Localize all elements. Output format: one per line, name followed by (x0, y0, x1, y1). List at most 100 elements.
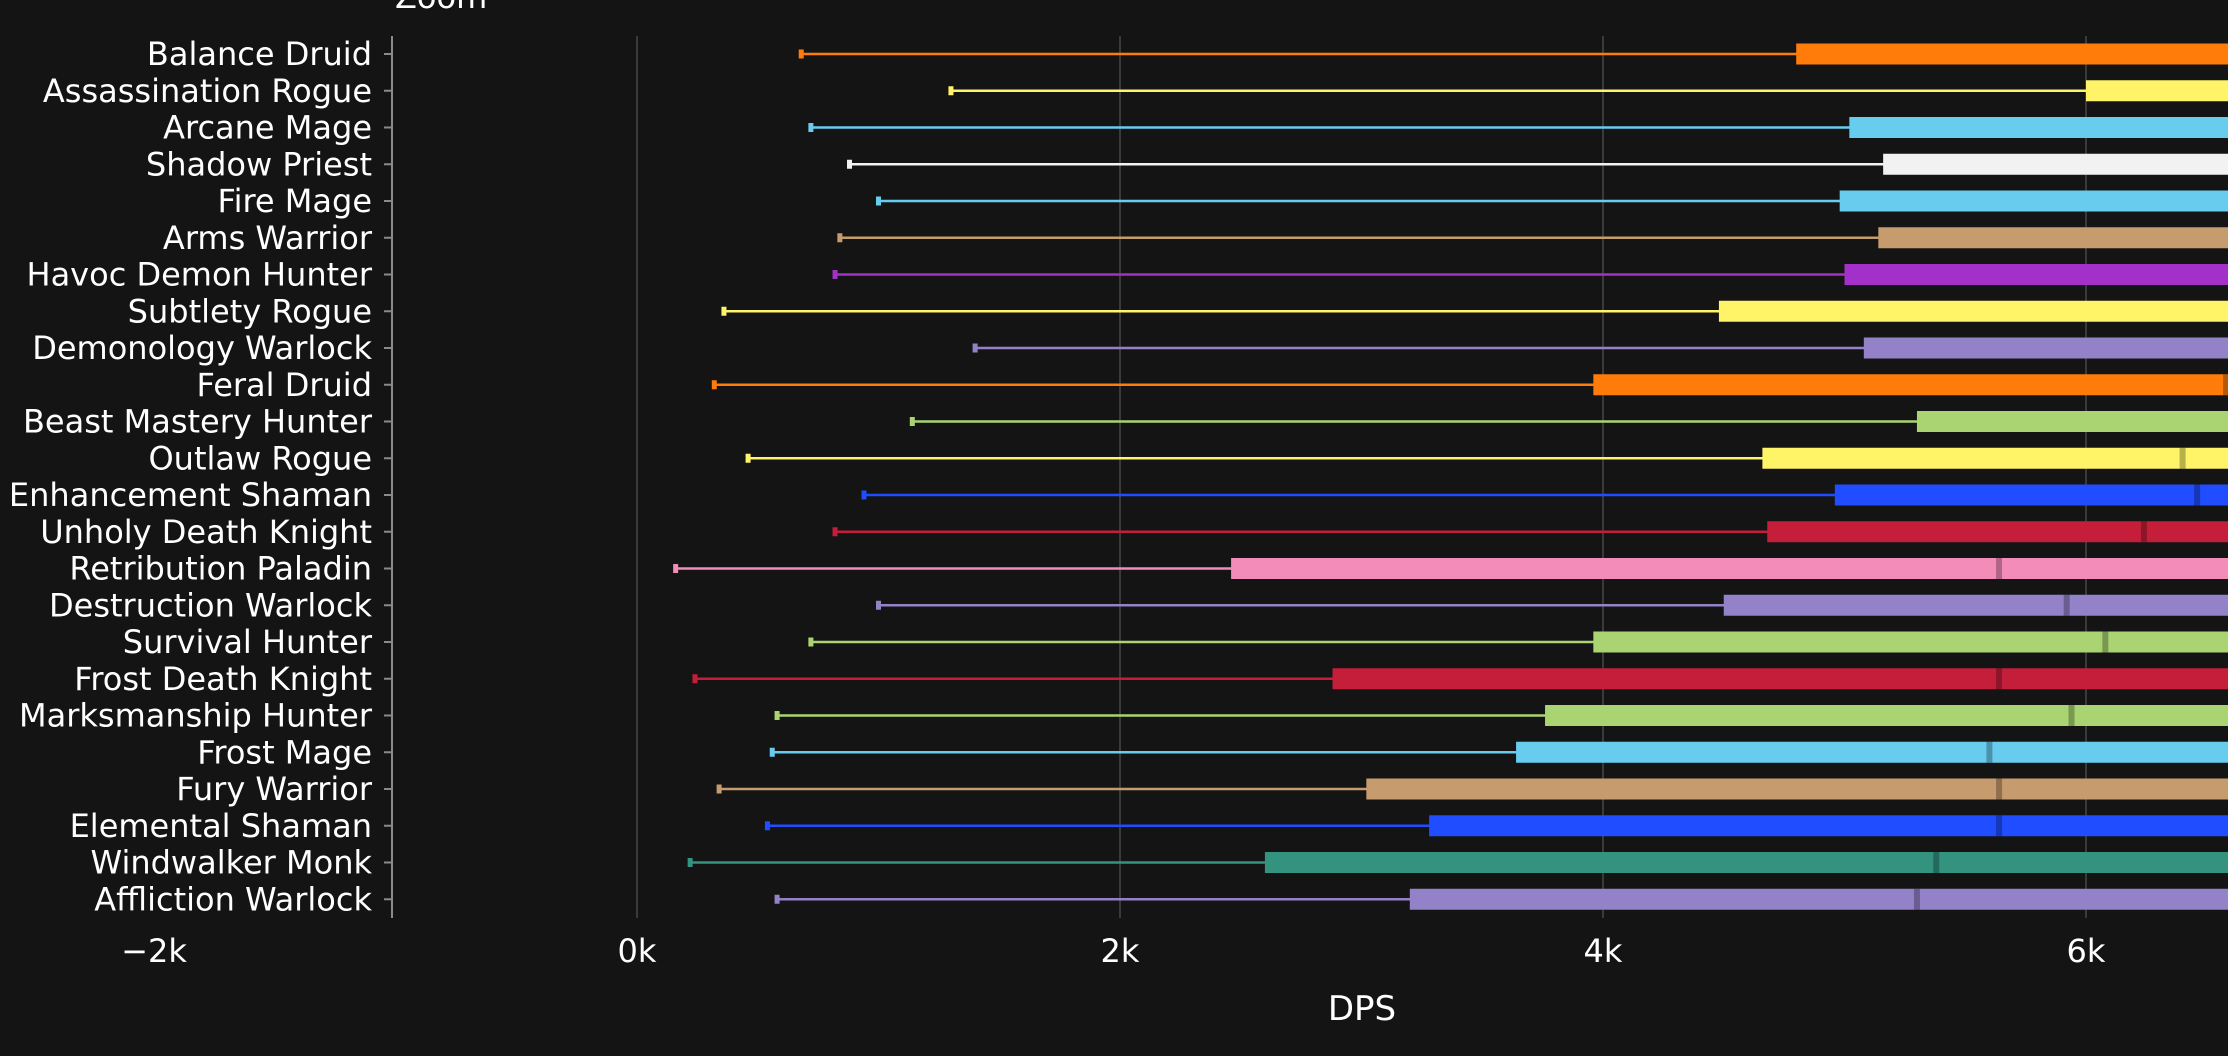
x-axis-title: DPS (1328, 989, 1396, 1029)
iqr-box (1516, 741, 2228, 763)
whisker-min-cap (808, 637, 814, 647)
spec-label: Beast Mastery Hunter (23, 403, 373, 441)
whisker (950, 89, 2228, 92)
whisker-min-cap (769, 747, 775, 757)
median-marker (1986, 741, 1993, 763)
x-tick-label: 4k (1584, 932, 1623, 970)
iqr-box (1593, 631, 2228, 653)
series-row (764, 815, 2228, 837)
x-tick-label: 2k (1101, 932, 1140, 970)
x-axis: −2k0k2k4k6k8k10k12k (121, 932, 2106, 970)
iqr-box (1332, 668, 2228, 690)
iqr-box (1409, 888, 2228, 910)
whisker (723, 310, 2228, 313)
spec-label: Arms Warrior (163, 219, 373, 257)
spec-label: Feral Druid (197, 366, 372, 404)
series-row (692, 668, 2228, 690)
iqr-box (2086, 80, 2228, 102)
whisker-min-cap (764, 821, 770, 831)
x-tick-label: 6k (2067, 932, 2106, 970)
median-marker (2179, 447, 2186, 469)
whisker-min-cap (711, 380, 717, 390)
median-marker (2102, 631, 2109, 653)
median-marker (1996, 668, 2003, 690)
whisker-min-cap (909, 417, 915, 426)
whisker-min-cap (774, 894, 780, 904)
iqr-box (1545, 705, 2228, 726)
whisker (878, 199, 2228, 203)
whisker-min-cap (798, 49, 804, 59)
iqr-box (1834, 484, 2228, 506)
series-row (909, 411, 2228, 432)
whisker-min-cap (837, 233, 843, 243)
whisker (810, 126, 2228, 129)
iqr-box (1863, 337, 2228, 359)
spec-label: Destruction Warlock (49, 586, 372, 624)
whisker-min-cap (832, 270, 838, 279)
series-row (798, 43, 2228, 65)
series-row (832, 521, 2228, 543)
spec-label: Unholy Death Knight (40, 513, 372, 551)
series-row (711, 374, 2228, 396)
spec-label: Havoc Demon Hunter (27, 256, 373, 294)
whisker-min-cap (745, 453, 751, 463)
series-row (948, 80, 2228, 102)
gridlines (636, 36, 2087, 918)
iqr-box (1762, 447, 2228, 469)
iqr-box (1844, 264, 2228, 285)
spec-label: Demonology Warlock (32, 329, 372, 367)
series-row (774, 888, 2228, 910)
whisker-min-cap (972, 343, 978, 353)
whisker-min-cap (861, 490, 867, 500)
series-row (774, 705, 2228, 726)
spec-label: Shadow Priest (146, 145, 372, 183)
iqr-box (1839, 190, 2228, 212)
series-row (847, 153, 2228, 175)
whisker-min-cap (687, 858, 693, 867)
median-marker (1933, 852, 1940, 873)
iqr-box (1231, 558, 2228, 579)
iqr-box (1264, 852, 2228, 873)
spec-label: Assassination Rogue (43, 72, 372, 110)
iqr-box (1849, 117, 2228, 138)
median-marker (2140, 521, 2147, 543)
whisker (878, 604, 2228, 607)
whisker-min-cap (721, 306, 727, 316)
series-row (837, 227, 2228, 249)
median-marker (1996, 815, 2003, 837)
spec-label: Frost Mage (197, 733, 372, 771)
spec-label: Arcane Mage (163, 109, 372, 147)
whisker (835, 530, 2228, 533)
whisker-min-cap (808, 123, 814, 132)
spec-label: Affliction Warlock (94, 880, 372, 918)
median-marker (1996, 558, 2003, 579)
whisker (864, 493, 2228, 497)
series-row (861, 484, 2228, 506)
series-row (687, 852, 2228, 873)
series-row (876, 190, 2228, 212)
whisker-min-cap (847, 159, 853, 169)
whisker-min-cap (876, 600, 881, 610)
spec-label: Retribution Paladin (69, 550, 372, 588)
series-row (876, 594, 2228, 616)
median-marker (2194, 484, 2201, 506)
whisker (810, 640, 2228, 644)
spec-label: Elemental Shaman (70, 807, 372, 845)
series-row (721, 300, 2228, 322)
whisker-min-cap (948, 86, 954, 96)
whisker (835, 273, 2228, 276)
whisker (975, 346, 2228, 350)
whisker (772, 751, 2228, 754)
series-row (745, 447, 2228, 469)
whisker-min-cap (774, 711, 780, 720)
series-row (808, 631, 2228, 653)
spec-label: Enhancement Shaman (9, 476, 372, 514)
iqr-box (1593, 374, 2228, 396)
spec-label: Survival Hunter (123, 623, 373, 661)
top-note: Zoom (395, 0, 487, 16)
whisker-min-cap (716, 784, 722, 794)
series-row (832, 264, 2228, 285)
spec-label: Outlaw Rogue (148, 439, 372, 477)
